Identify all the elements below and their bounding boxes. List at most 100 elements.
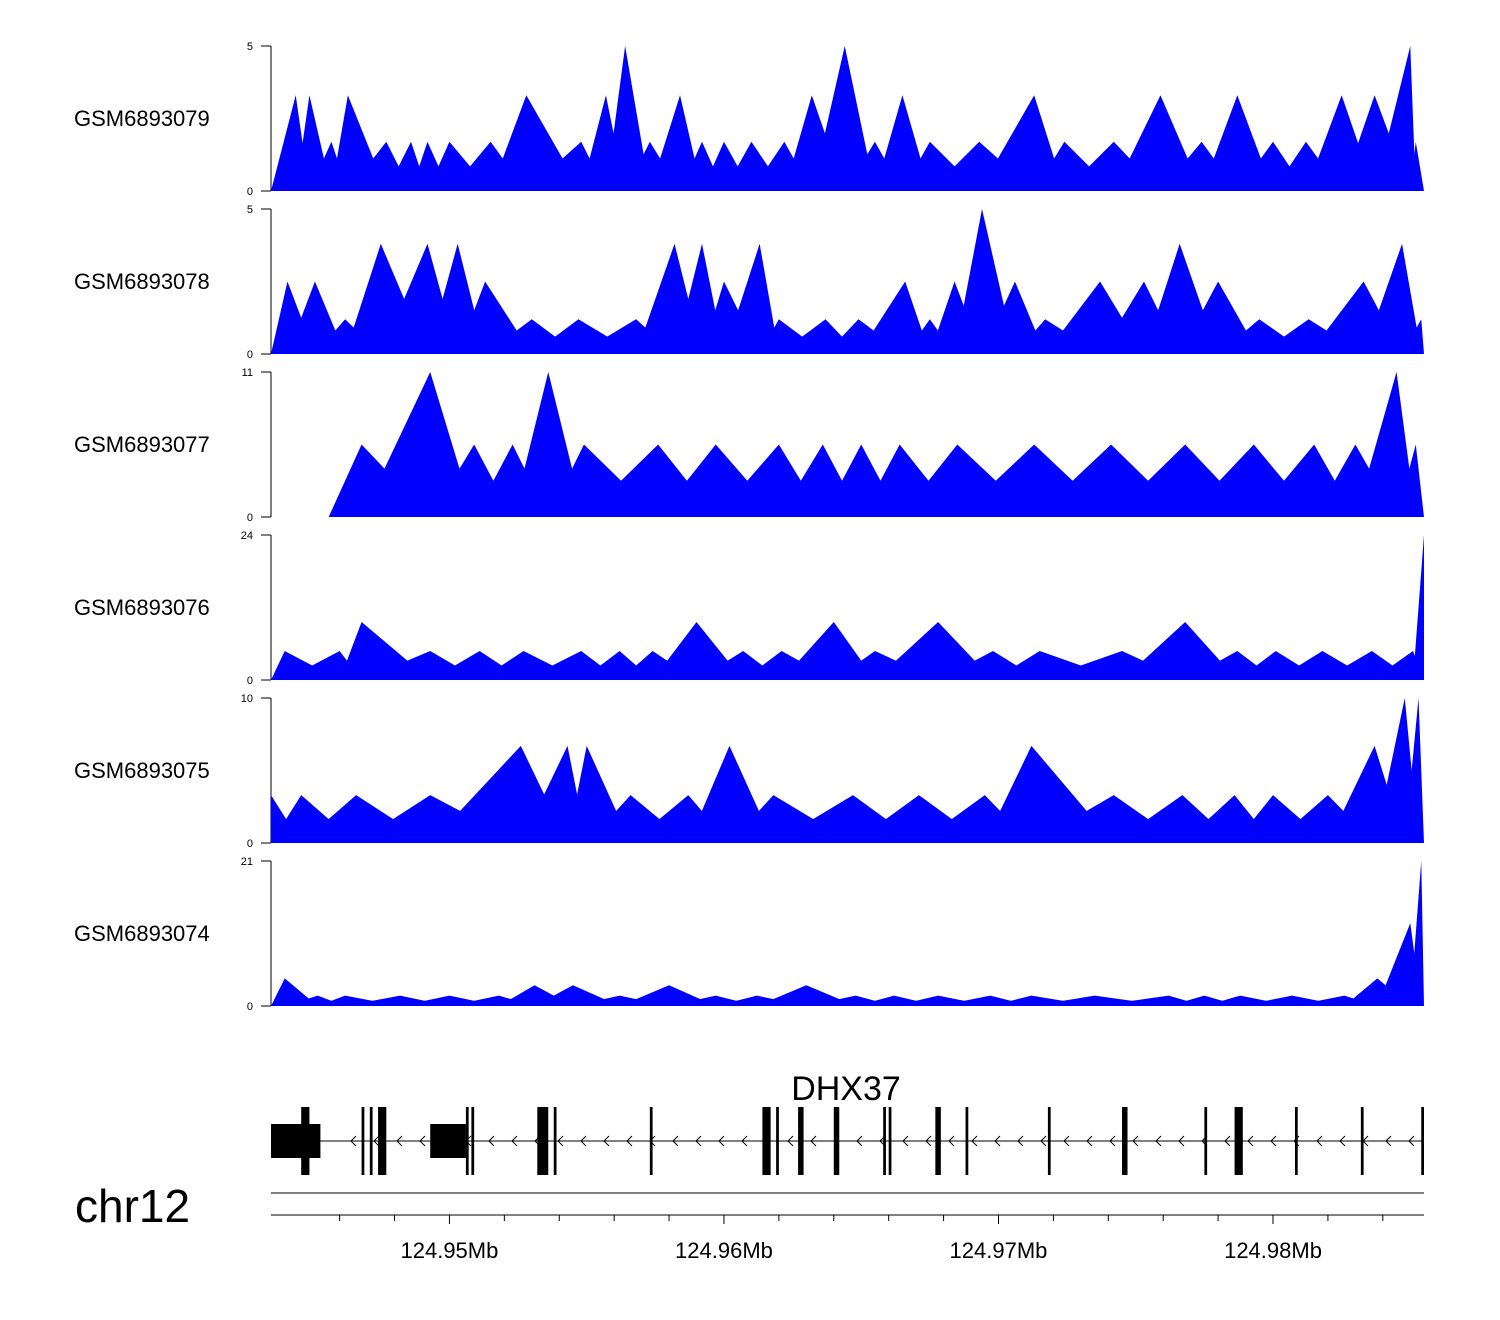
strand-arrow [1040, 1135, 1047, 1147]
coverage-peak [1377, 923, 1422, 1006]
track-GSM6893079: GSM6893079 5 0 [74, 41, 1424, 198]
coverage-peak [781, 622, 875, 680]
strand-arrow [695, 1135, 702, 1147]
strand-arrow [1109, 1135, 1116, 1147]
strand-arrow [1155, 1135, 1162, 1147]
coverage-peak [1374, 46, 1416, 191]
strand-arrow [1385, 1135, 1392, 1147]
y-tick-label: 0 [247, 675, 253, 687]
coverage-peak [756, 985, 856, 1006]
exon [271, 1124, 321, 1158]
y-tick-label: 21 [241, 856, 253, 868]
strand-arrow [373, 1135, 380, 1147]
strand-arrow [1247, 1135, 1254, 1147]
exon [1234, 1107, 1243, 1175]
coverage-peak [723, 243, 779, 354]
track-label: GSM6893074 [74, 921, 210, 946]
strand-arrow [810, 1135, 817, 1147]
strand-arrow [1086, 1135, 1093, 1147]
coverage-peak [271, 978, 318, 1006]
strand-arrow [419, 1135, 426, 1147]
coverage-peak [1355, 372, 1416, 517]
coverage-peak [605, 46, 650, 191]
strand-arrow [1339, 1135, 1346, 1147]
exon [762, 1107, 771, 1175]
chromosome-label: chr12 [75, 1180, 190, 1232]
exon [369, 1107, 373, 1175]
strand-arrow [1224, 1135, 1231, 1147]
track-GSM6893074: GSM6893074 21 0 [74, 856, 1424, 1013]
track-GSM6893078: GSM6893078 5 0 [74, 204, 1424, 361]
strand-arrow [718, 1135, 725, 1147]
y-tick-label: 10 [241, 693, 253, 705]
exon [553, 1107, 557, 1175]
y-tick-label: 5 [247, 41, 253, 53]
coverage-peak [1113, 95, 1202, 191]
strand-arrow [511, 1135, 518, 1147]
exon [465, 1107, 469, 1175]
coverage-peak [1374, 698, 1419, 843]
coverage-peak [1396, 444, 1424, 517]
exon [1421, 1107, 1424, 1175]
strand-arrow [1063, 1135, 1070, 1147]
coverage-peak [979, 95, 1065, 191]
track-GSM6893076: GSM6893076 24 0 [74, 530, 1424, 687]
strand-arrow [672, 1135, 679, 1147]
track-label: GSM6893078 [74, 269, 210, 294]
track-GSM6893075: GSM6893075 10 0 [74, 693, 1424, 850]
strand-arrow [396, 1135, 403, 1147]
coverage-peak [982, 281, 1046, 354]
strand-arrow [1270, 1135, 1277, 1147]
exon [833, 1107, 840, 1175]
coverage-peak [619, 985, 716, 1006]
coverage-peak [1371, 651, 1424, 680]
exon [1122, 1107, 1128, 1175]
gene-exons [271, 1107, 1424, 1175]
gene-track: DHX37 [271, 1070, 1424, 1175]
coverage-peak [874, 622, 993, 680]
strand-arrow [1316, 1135, 1323, 1147]
strand-arrow [971, 1135, 978, 1147]
exon [537, 1107, 549, 1175]
track-label: GSM6893075 [74, 758, 210, 783]
x-tick-label: 124.98Mb [1224, 1238, 1322, 1263]
y-tick-label: 0 [247, 186, 253, 198]
coverage-peak [649, 95, 703, 191]
coverage-peak [1410, 141, 1424, 191]
genome-axis: chr12 124.95Mb 124.96Mb 124.97Mb 124.98Mb [75, 1180, 1424, 1263]
exon [1204, 1107, 1208, 1175]
exon [301, 1107, 310, 1175]
strand-arrow [787, 1135, 794, 1147]
coverage-peak [858, 281, 930, 354]
track-label: GSM6893079 [74, 106, 210, 131]
strand-arrow [488, 1135, 495, 1147]
exon [776, 1107, 779, 1175]
coverage-peak [1122, 622, 1238, 680]
coverage-peak [1413, 535, 1424, 680]
y-tick-label: 0 [247, 512, 253, 524]
exon [471, 1107, 475, 1175]
strand-arrow [350, 1135, 357, 1147]
strand-arrow [1178, 1135, 1185, 1147]
x-tick-label: 124.97Mb [950, 1238, 1048, 1263]
y-tick-label: 0 [247, 1001, 253, 1013]
strand-arrow [856, 1135, 863, 1147]
exon [1360, 1107, 1364, 1175]
strand-arrow [603, 1135, 610, 1147]
exon [883, 1107, 886, 1175]
x-tick-label: 124.96Mb [675, 1238, 773, 1263]
coverage-peak [1094, 995, 1205, 1006]
y-tick-label: 11 [242, 367, 253, 379]
y-tick-label: 24 [241, 530, 253, 542]
y-tick-label: 0 [247, 349, 253, 361]
strand-arrow [948, 1135, 955, 1147]
strand-arrow [626, 1135, 633, 1147]
strand-arrow [1132, 1135, 1139, 1147]
coverage-peak [1402, 319, 1424, 354]
coverage-peak [1363, 243, 1422, 354]
strand-arrow [580, 1135, 587, 1147]
strand-arrow [902, 1135, 909, 1147]
strand-arrow [994, 1135, 1001, 1147]
exon [361, 1107, 365, 1175]
x-tick-label: 124.95Mb [401, 1238, 499, 1263]
